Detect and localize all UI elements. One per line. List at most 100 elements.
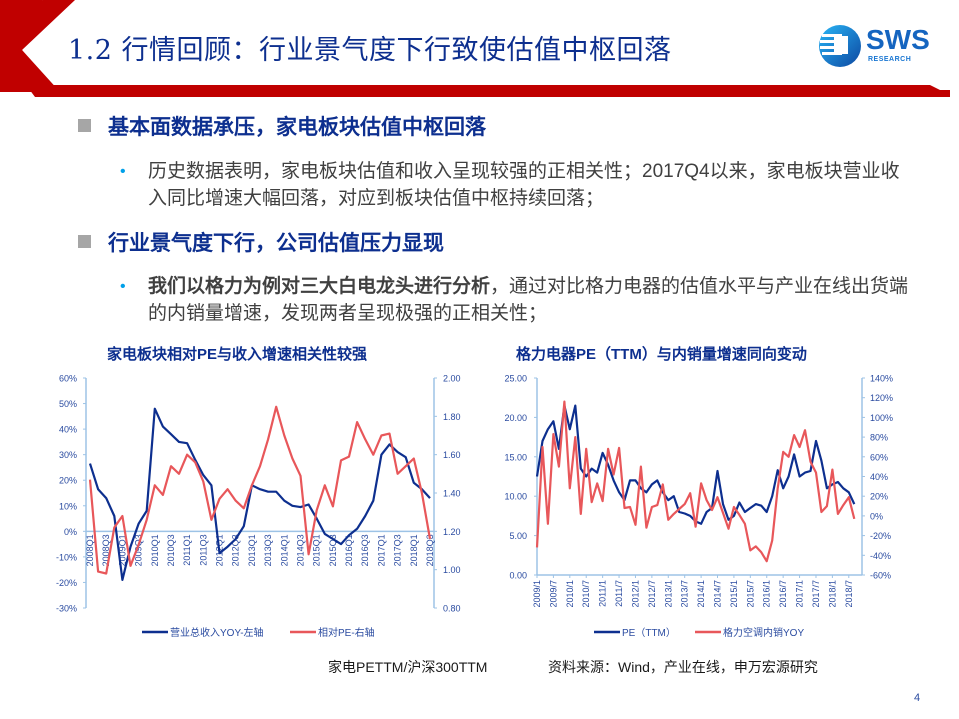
x-tick-label: 2018Q3: [425, 534, 435, 566]
legend-label-pe-ttm: PE（TTM）: [622, 627, 676, 639]
x-tick-label: 2015/1: [729, 580, 739, 608]
right-y-tick-label: 100%: [870, 413, 893, 423]
x-tick-label: 2013Q1: [247, 534, 257, 566]
legend-label-domestic-yoy: 格力空调内销YOY: [723, 626, 804, 639]
x-tick-label: 2011Q1: [182, 534, 192, 565]
x-tick-label: 2014/7: [713, 580, 723, 608]
x-tick-label: 2009/7: [548, 580, 558, 608]
footer-source: 资料来源：Wind，产业在线，申万宏源研究: [548, 659, 818, 675]
right-y-tick-label: 40%: [870, 472, 888, 482]
section-heading-text: 基本面数据承压，家电板块估值中枢回落: [108, 116, 486, 139]
left-y-tick-label: 0%: [64, 527, 77, 537]
x-tick-label: 2009Q1: [117, 534, 127, 566]
right-y-tick-label: 140%: [870, 374, 893, 384]
left-y-tick-label: 5.00: [509, 531, 527, 541]
header-decoration: [0, 0, 950, 97]
page-title: 1.2 行情回顾：行业景气度下行致使估值中枢回落: [68, 35, 672, 66]
x-tick-label: 2014Q3: [295, 534, 305, 566]
x-tick-label: 2012/7: [647, 580, 657, 608]
square-bullet-icon: [78, 235, 91, 248]
square-bullet-icon: [78, 119, 91, 132]
left-y-tick-label: 60%: [59, 374, 77, 384]
x-tick-label: 2017/1: [795, 580, 805, 608]
left-y-tick-label: 10.00: [504, 492, 527, 502]
x-tick-label: 2011/1: [598, 580, 608, 607]
section-heading-1: 基本面数据承压，家电板块估值中枢回落: [78, 111, 486, 141]
left-y-tick-label: 30%: [59, 450, 77, 460]
bullet-item-1: • 历史数据表明，家电板块估值和收入呈现较强的正相关性；2017Q4以来，家电板…: [120, 158, 918, 212]
header-underline: [12, 85, 950, 97]
logo-name: SWS: [866, 24, 930, 55]
right-y-tick-label: 120%: [870, 393, 893, 403]
x-tick-label: 2014Q1: [279, 534, 289, 566]
right-y-tick-label: 60%: [870, 452, 888, 462]
footer-note: 家电PETTM/沪深300TTM: [328, 659, 488, 675]
right-y-tick-label: 2.00: [443, 374, 461, 384]
x-tick-label: 2009Q3: [134, 534, 144, 566]
section-heading-text: 行业景气度下行，公司估值压力显现: [108, 232, 444, 255]
x-tick-label: 2018/7: [844, 580, 854, 608]
dot-bullet-icon: •: [120, 278, 126, 295]
x-tick-label: 2018Q1: [409, 534, 419, 566]
right-chart-title: 格力电器PE（TTM）与内销量增速同向变动: [516, 346, 807, 363]
bullet-bold-text: 我们以格力为例对三大白电龙头进行分析: [148, 276, 491, 297]
bullet-text: 历史数据表明，家电板块估值和收入呈现较强的正相关性；2017Q4以来，家电板块营…: [148, 161, 900, 209]
left-y-tick-label: -10%: [56, 552, 77, 562]
x-tick-label: 2017Q1: [376, 534, 386, 566]
page-number: 4: [914, 692, 921, 704]
revenue-yoy-line: [88, 407, 431, 582]
right-y-tick-label: 1.40: [443, 489, 461, 499]
x-tick-label: 2011Q3: [198, 534, 208, 565]
left-y-tick-label: 25.00: [504, 374, 527, 384]
logo-subtitle: RESEARCH: [868, 56, 912, 63]
x-tick-label: 2018/1: [827, 580, 837, 608]
left-y-tick-label: -20%: [56, 578, 77, 588]
x-tick-label: 2015Q1: [312, 534, 322, 566]
relative-pe-line: [88, 405, 432, 575]
left-y-tick-label: 50%: [59, 399, 77, 409]
x-tick-label: 2010/1: [565, 580, 575, 608]
x-tick-label: 2013/7: [680, 580, 690, 608]
bullet-rest-text: ，通过对比格力电器的估值水平与产业在线出货端的内销量增速，发现两者呈现极强的正相…: [148, 276, 909, 324]
left-y-tick-label: 40%: [59, 425, 77, 435]
x-tick-label: 2012Q3: [231, 534, 241, 566]
x-tick-label: 2012/1: [630, 580, 640, 608]
left-y-tick-label: 15.00: [504, 452, 527, 462]
right-y-tick-label: -20%: [870, 531, 891, 541]
x-tick-label: 2009/1: [532, 580, 542, 608]
left-y-tick-label: 0.00: [509, 571, 527, 581]
right-y-tick-label: -40%: [870, 551, 891, 561]
left-y-tick-label: 20%: [59, 476, 77, 486]
right-y-tick-label: 0%: [870, 511, 883, 521]
bullet-item-2: • 我们以格力为例对三大白电龙头进行分析，通过对比格力电器的估值水平与产业在线出…: [120, 273, 918, 327]
x-tick-label: 2015Q3: [328, 534, 338, 566]
x-tick-label: 2010Q1: [150, 534, 160, 566]
left-y-tick-label: 20.00: [504, 413, 527, 423]
x-tick-label: 2015/7: [745, 580, 755, 608]
x-tick-label: 2013/1: [663, 580, 673, 608]
left-y-tick-label: -30%: [56, 604, 77, 614]
right-y-tick-label: -60%: [870, 571, 891, 581]
x-tick-label: 2010/7: [581, 580, 591, 608]
x-tick-label: 2008Q1: [85, 534, 95, 566]
sws-logo: SWS RESEARCH: [816, 22, 946, 72]
x-tick-label: 2016/7: [778, 580, 788, 608]
red-chevron-band: [0, 0, 75, 97]
legend-label-revenue: 营业总收入YOY-左轴: [170, 626, 264, 639]
right-y-tick-label: 1.80: [443, 412, 461, 422]
right-y-tick-label: 1.60: [443, 450, 461, 460]
section-heading-2: 行业景气度下行，公司估值压力显现: [78, 227, 444, 257]
x-tick-label: 2016/1: [762, 580, 772, 608]
legend-label-pe: 相对PE-右轴: [318, 626, 375, 639]
left-chart-title: 家电板块相对PE与收入增速相关性较强: [107, 346, 368, 363]
x-tick-label: 2010Q3: [166, 534, 176, 566]
red-chevron-shape: [0, 0, 56, 92]
x-tick-label: 2008Q3: [101, 534, 111, 566]
x-tick-label: 2016Q3: [360, 534, 370, 566]
x-tick-label: 2016Q1: [344, 534, 354, 566]
x-tick-label: 2017/7: [811, 580, 821, 608]
right-y-tick-label: 1.00: [443, 565, 461, 575]
right-y-tick-label: 0.80: [443, 604, 461, 614]
right-y-tick-label: 80%: [870, 433, 888, 443]
